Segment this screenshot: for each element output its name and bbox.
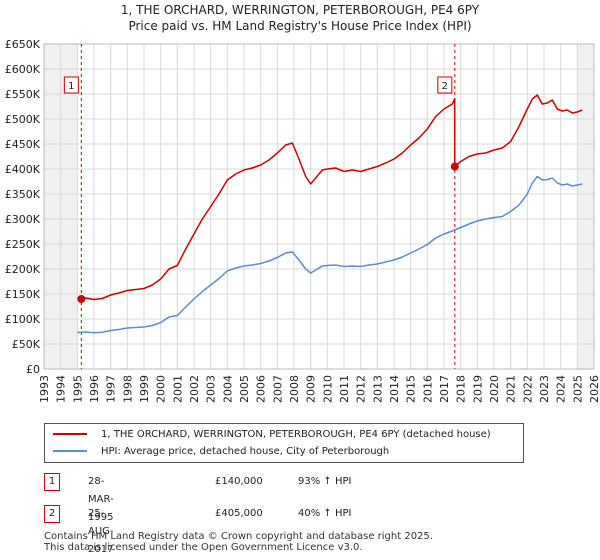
y-tick-label: £100K xyxy=(5,313,41,326)
chart-subtitle: Price paid vs. HM Land Registry's House … xyxy=(128,19,471,33)
x-tick-label: 2005 xyxy=(238,375,251,403)
series-line xyxy=(81,94,583,301)
y-tick-label: £500K xyxy=(5,113,41,126)
y-tick-label: £600K xyxy=(5,63,41,76)
x-tick-label: 2012 xyxy=(355,375,368,403)
transaction-hpi: 93% ↑ HPI xyxy=(298,476,352,487)
transaction-marker-label: 2 xyxy=(442,81,448,92)
x-tick-label: 1994 xyxy=(55,375,68,403)
y-tick-label: £250K xyxy=(5,238,41,251)
shaded-region xyxy=(577,44,594,369)
x-tick-label: 2016 xyxy=(421,375,434,403)
legend-hpi-label: HPI: Average price, detached house, City… xyxy=(101,446,390,457)
x-tick-label: 2015 xyxy=(405,375,418,403)
x-tick-label: 2007 xyxy=(271,375,284,403)
y-tick-label: £550K xyxy=(5,88,41,101)
x-tick-label: 2020 xyxy=(488,375,501,403)
y-tick-label: £200K xyxy=(5,263,41,276)
x-tick-label: 2001 xyxy=(171,375,184,403)
x-tick-label: 2019 xyxy=(471,375,484,403)
transaction-hpi: 40% ↑ HPI xyxy=(298,508,352,519)
x-tick-label: 2021 xyxy=(505,375,518,403)
x-tick-label: 2006 xyxy=(255,375,268,403)
x-tick-label: 2004 xyxy=(221,375,234,403)
price-chart: 1, THE ORCHARD, WERRINGTON, PETERBOROUGH… xyxy=(5,3,600,403)
transaction-price: £140,000 xyxy=(215,476,263,487)
y-tick-label: £450K xyxy=(5,138,41,151)
x-tick-label: 2002 xyxy=(188,375,201,403)
x-tick-label: 2025 xyxy=(571,375,584,403)
x-tick-label: 2013 xyxy=(371,375,384,403)
x-tick-label: 1998 xyxy=(121,375,134,403)
x-tick-label: 2026 xyxy=(588,375,600,403)
transaction-date: 25-AUG-2017 xyxy=(88,508,114,555)
transaction-point xyxy=(77,295,86,303)
plot-frame xyxy=(43,43,595,370)
x-tick-label: 2000 xyxy=(155,375,168,403)
x-tick-label: 1995 xyxy=(71,375,84,403)
x-tick-label: 2011 xyxy=(338,375,351,403)
legend-item-hpi: HPI: Average price, detached house, City… xyxy=(53,444,389,460)
transaction-marker: 1 xyxy=(44,473,60,491)
x-tick-label: 2010 xyxy=(321,375,334,403)
y-tick-label: £650K xyxy=(5,38,41,51)
y-tick-label: £300K xyxy=(5,213,41,226)
x-tick-label: 2018 xyxy=(455,375,468,403)
y-tick-label: £0 xyxy=(26,363,40,376)
plot-area xyxy=(44,44,594,369)
x-tick-label: 2003 xyxy=(205,375,218,403)
x-tick-label: 1993 xyxy=(38,375,51,403)
transaction-marker-box xyxy=(437,76,453,94)
legend: 1, THE ORCHARD, WERRINGTON, PETERBOROUGH… xyxy=(44,423,524,463)
series-line xyxy=(77,175,583,334)
x-tick-label: 2017 xyxy=(438,375,451,403)
chart-title: 1, THE ORCHARD, WERRINGTON, PETERBOROUGH… xyxy=(121,3,480,17)
legend-blue-line-icon xyxy=(53,450,87,452)
y-tick-label: £50K xyxy=(12,338,41,351)
transaction-marker-label: 1 xyxy=(68,81,74,92)
x-tick-label: 2022 xyxy=(521,375,534,403)
footer: Contains HM Land Registry data © Crown c… xyxy=(44,531,433,553)
x-tick-label: 1997 xyxy=(105,375,118,403)
x-tick-label: 2014 xyxy=(388,375,401,403)
legend-property-label: 1, THE ORCHARD, WERRINGTON, PETERBOROUGH… xyxy=(101,429,491,440)
x-tick-label: 2023 xyxy=(538,375,551,403)
transaction-marker-box xyxy=(63,76,79,94)
x-tick-label: 1999 xyxy=(138,375,151,403)
y-tick-label: £400K xyxy=(5,163,41,176)
transaction-date: 28-MAR-1995 xyxy=(88,476,114,523)
footer-line-licence: This data is licensed under the Open Gov… xyxy=(44,542,363,553)
transaction-marker: 2 xyxy=(44,505,60,523)
legend-red-line-icon xyxy=(53,433,87,435)
x-tick-label: 2009 xyxy=(305,375,318,403)
x-tick-label: 1996 xyxy=(88,375,101,403)
transaction-point xyxy=(450,162,459,171)
x-tick-label: 2024 xyxy=(555,375,568,403)
y-tick-label: £150K xyxy=(5,288,41,301)
transaction-price: £405,000 xyxy=(215,508,263,519)
y-tick-label: £350K xyxy=(5,188,41,201)
legend-item-property: 1, THE ORCHARD, WERRINGTON, PETERBOROUGH… xyxy=(53,427,491,443)
footer-line-copyright: Contains HM Land Registry data © Crown c… xyxy=(44,531,433,542)
x-tick-label: 2008 xyxy=(288,375,301,403)
